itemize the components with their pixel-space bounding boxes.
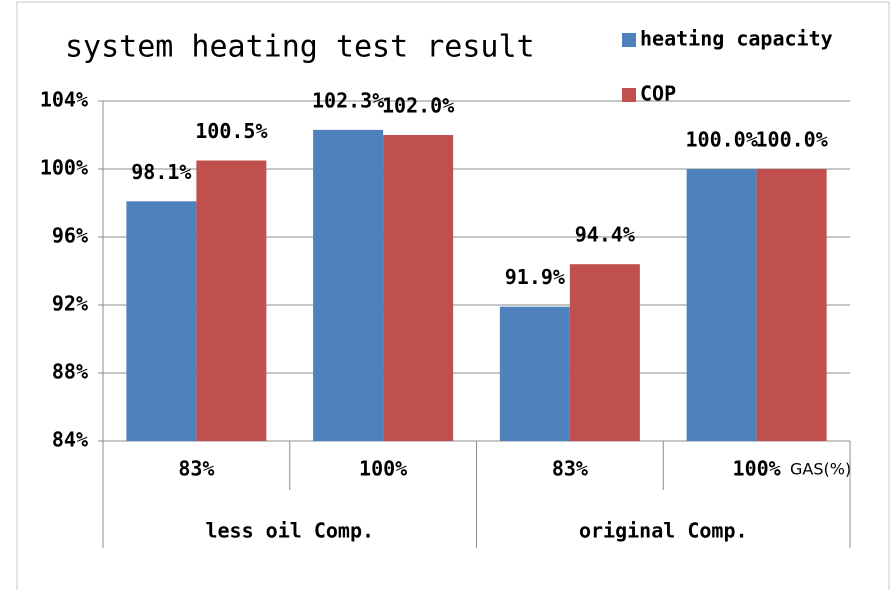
data-label: 100.5% [195,119,267,143]
chart-title: system heating test result [65,30,535,65]
bar [569,264,640,441]
legend-swatch [622,88,636,102]
data-label: 102.0% [382,94,454,118]
y-tick-label: 96% [52,224,88,248]
bar [126,201,197,441]
x-axis-label: GAS(%) [790,460,851,479]
data-label: 102.3% [312,88,384,112]
y-tick-label: 100% [40,156,88,180]
y-tick-label: 104% [40,88,88,112]
bar [686,169,757,441]
chart-frame [16,1,890,590]
legend-label: COP [640,82,676,106]
x-tick-label: 83% [552,457,588,481]
y-tick-label: 88% [52,360,88,384]
y-tick-label: 92% [52,292,88,316]
data-label: 100.0% [756,128,828,152]
group-label: less oil Comp. [205,519,374,543]
data-label: 100.0% [686,128,758,152]
legend-swatch [622,33,636,47]
x-tick-label: 83% [178,457,214,481]
bar [383,135,454,441]
data-label: 98.1% [131,160,191,184]
bar [313,129,384,441]
group-label: original Comp. [579,519,748,543]
data-label: 91.9% [505,265,565,289]
x-tick-label: 100% [359,457,407,481]
bar [196,160,267,441]
data-label: 94.4% [575,223,635,247]
x-tick-label: 100% [733,457,781,481]
legend-label: heating capacity [640,27,833,51]
bar [756,169,827,441]
bar [499,306,570,441]
y-tick-label: 84% [52,428,88,452]
